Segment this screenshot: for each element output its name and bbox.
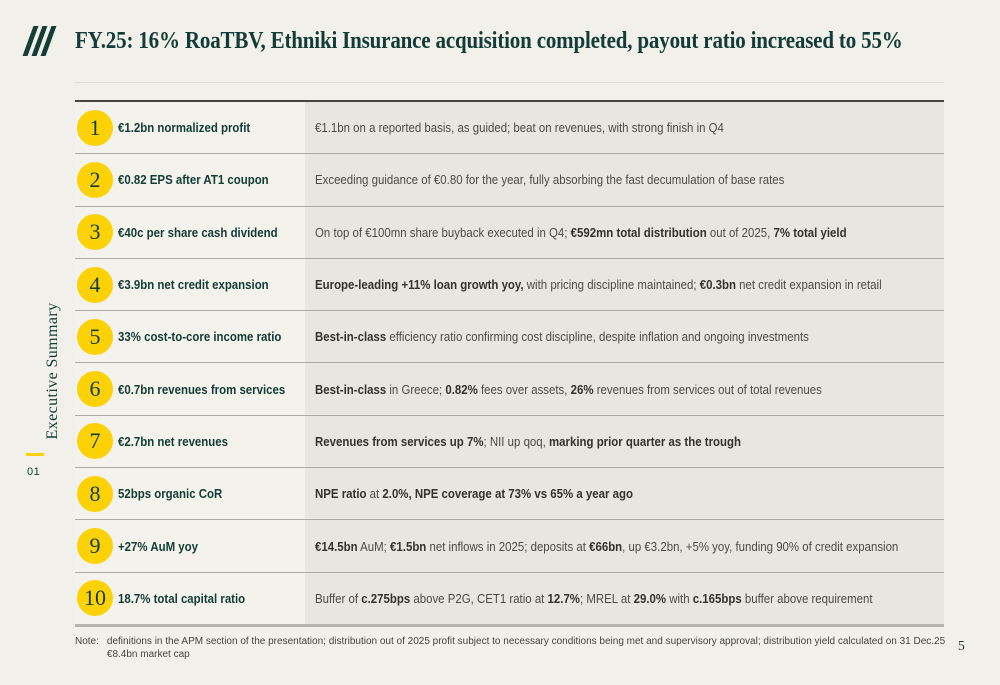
row-label: €40c per share cash dividend [118,224,278,240]
row-label: €0.7bn revenues from services [118,381,286,397]
row-label: €1.2bn normalized profit [118,120,251,136]
table-row: 5 33% cost-to-core income ratio Best-in-cl… [75,311,944,364]
row-label-cell: 7 €2.7bn net revenues [75,415,305,468]
row-number-badge: 2 [77,161,113,198]
row-description: On top of €100mn share buyback executed … [315,224,847,240]
row-label-cell: 3 €40c per share cash dividend [75,206,305,258]
row-description: €14.5bn AuM; €1.5bn net inflows in 2025;… [315,538,899,554]
row-label: €0.82 EPS after AT1 coupon [118,172,269,188]
sidebar-dash-icon [26,453,44,456]
header-divider [75,82,944,83]
sidebar-section-label: Executive Summary [44,302,61,440]
footnote-text: definitions in the APM section of the pr… [106,636,946,660]
row-description-cell: Best-in-class efficiency ratio confirmin… [305,311,944,363]
row-label-cell: 9 +27% AuM yoy [75,520,305,572]
row-description-cell: Revenues from services up 7%; NII up qoq… [305,415,944,468]
row-description: NPE ratio at 2.0%, NPE coverage at 73% v… [315,486,633,502]
row-description: Exceeding guidance of €0.80 for the year… [315,172,785,188]
row-description-cell: Buffer of c.275bps above P2G, CET1 ratio… [305,572,944,624]
row-description-cell: €14.5bn AuM; €1.5bn net inflows in 2025;… [305,520,944,572]
row-number-badge: 7 [77,423,113,460]
slide-title: FY.25: 16% RoaTBV, Ethniki Insurance acq… [75,28,903,54]
row-label: €2.7bn net revenues [118,433,228,449]
row-number-badge: 5 [77,318,113,355]
row-label: 18.7% total capital ratio [118,590,246,606]
row-number-badge: 9 [77,528,113,565]
row-label: 33% cost-to-core income ratio [118,329,282,345]
table-row: 9 +27% AuM yoy €14.5bn AuM; €1.5bn net inf… [75,520,944,573]
row-description: Revenues from services up 7%; NII up qoq… [315,433,741,449]
row-label: €3.9bn net credit expansion [118,277,269,293]
row-description: Best-in-class in Greece; 0.82% fees over… [315,381,822,397]
row-description: Best-in-class efficiency ratio confirmin… [315,329,809,345]
row-description: Buffer of c.275bps above P2G, CET1 ratio… [315,590,873,606]
table-row: 2 €0.82 EPS after AT1 coupon Exceeding gui… [75,154,944,207]
row-label-cell: 10 18.7% total capital ratio [75,572,305,624]
row-number-badge: 1 [77,109,113,146]
row-number-badge: 4 [77,266,113,303]
row-label-cell: 4 €3.9bn net credit expansion [75,258,305,311]
table-row: 7 €2.7bn net revenues Revenues from servic… [75,415,944,469]
row-label-cell: 8 52bps organic CoR [75,468,305,520]
nbg-logo-icon [22,26,57,56]
row-label: 52bps organic CoR [118,486,223,502]
row-label-cell: 6 €0.7bn revenues from services [75,363,305,415]
footnote: Note: definitions in the APM section of … [75,636,952,661]
row-label-cell: 5 33% cost-to-core income ratio [75,311,305,363]
summary-table: 1 €1.2bn normalized profit €1.1bn on a rep… [75,100,944,627]
table-row: 1 €1.2bn normalized profit €1.1bn on a rep… [75,102,944,155]
row-description-cell: €1.1bn on a reported basis, as guided; b… [305,102,944,154]
row-description-cell: Europe-leading +11% loan growth yoy, wit… [305,258,944,311]
footnote-label: Note: [75,636,99,647]
sidebar-section-number: 01 [27,466,41,478]
page-number: 5 [958,638,965,653]
table-row: 6 €0.7bn revenues from services Best-in-cl… [75,363,944,416]
row-number-badge: 3 [77,214,113,251]
row-number-badge: 10 [77,580,113,617]
row-description-cell: Exceeding guidance of €0.80 for the year… [305,154,944,206]
row-label-cell: 2 €0.82 EPS after AT1 coupon [75,154,305,206]
table-row: 10 18.7% total capital ratio Buffer of c.2… [75,572,944,624]
table-row: 8 52bps organic CoR NPE ratio at 2.0%, NPE… [75,468,944,521]
row-description-cell: NPE ratio at 2.0%, NPE coverage at 73% v… [305,468,944,520]
table-row: 4 €3.9bn net credit expansion Europe-leadi… [75,258,944,312]
row-description: Europe-leading +11% loan growth yoy, wit… [315,277,882,293]
row-description: €1.1bn on a reported basis, as guided; b… [315,120,724,136]
row-label: +27% AuM yoy [118,538,199,554]
row-description-cell: Best-in-class in Greece; 0.82% fees over… [305,363,944,415]
row-label-cell: 1 €1.2bn normalized profit [75,102,305,154]
row-description-cell: On top of €100mn share buyback executed … [305,206,944,258]
table-row: 3 €40c per share cash dividend On top of €… [75,206,944,259]
row-number-badge: 6 [77,371,113,408]
row-number-badge: 8 [77,475,113,512]
